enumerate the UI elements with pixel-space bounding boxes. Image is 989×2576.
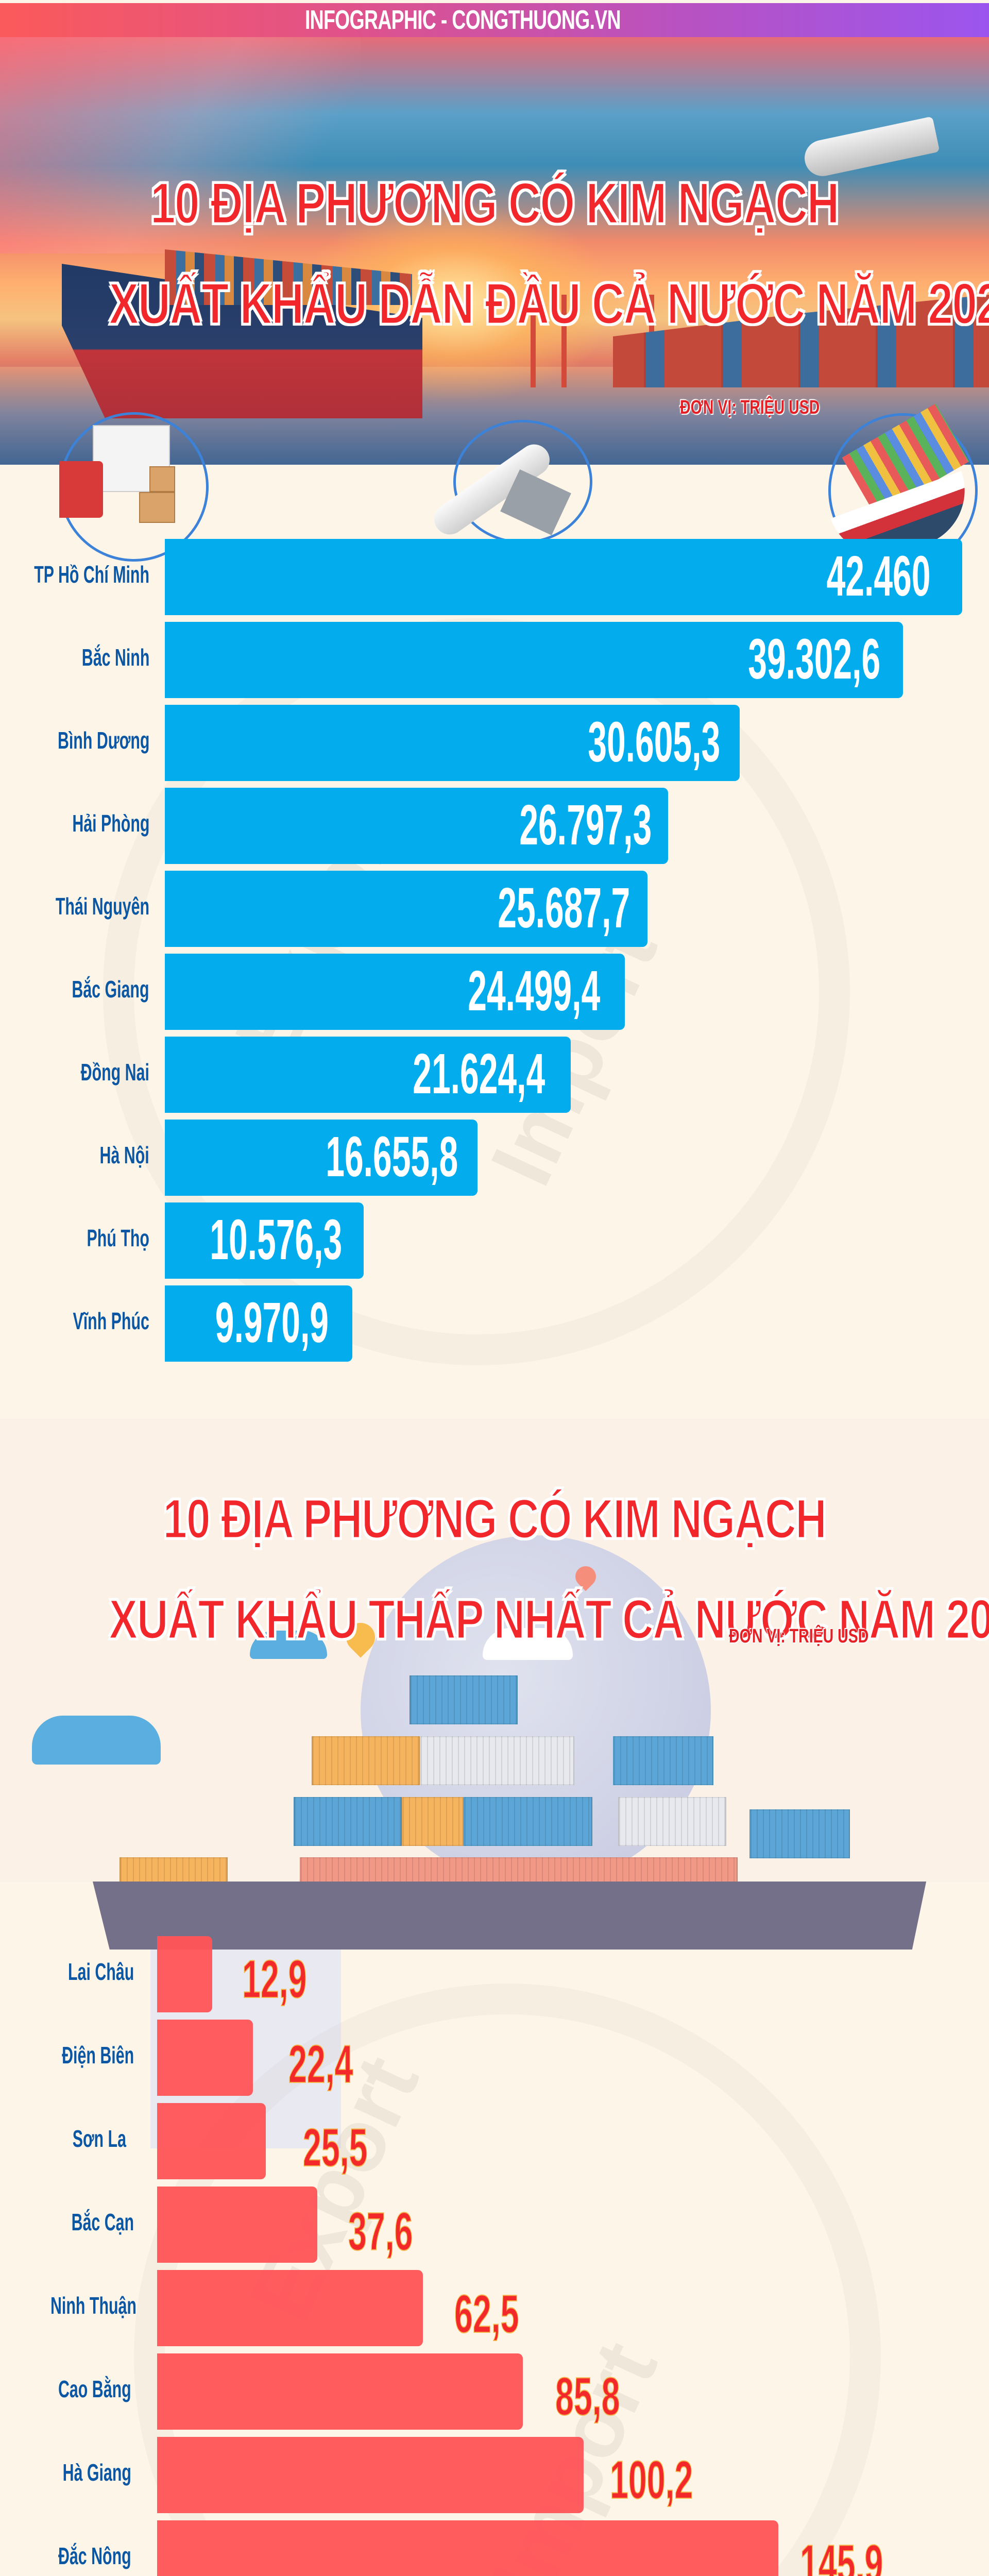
bar-value: 9.970,9: [215, 1291, 329, 1354]
bar-thai-nguyen: 25.687,7: [165, 871, 647, 947]
bar-value: 25,5: [302, 2118, 368, 2178]
bar-bac-ninh: 39.302,6: [165, 622, 903, 698]
bar-dac-nong: [157, 2520, 778, 2576]
bar-dong-nai: 21.624,4: [165, 1037, 571, 1113]
container: [312, 1736, 420, 1785]
bar-value: 30.605,3: [588, 710, 720, 774]
bar-label: Ninh Thuận: [50, 2292, 137, 2319]
bar-label: Hà Giang: [62, 2459, 131, 2486]
bar-label: Điện Biên: [61, 2042, 134, 2069]
container: [464, 1797, 592, 1846]
bottom-unit-label: ĐƠN VỊ: TRIỆU USD: [729, 1625, 869, 1647]
bar-phu-tho: 10.576,3: [165, 1202, 364, 1279]
cloud-decoration: [32, 1716, 161, 1765]
bar-value: 145,9: [799, 2534, 883, 2576]
header-band: INFOGRAPHIC - CONGTHUONG.VN: [0, 3, 989, 37]
bar-label: Bắc Cạn: [71, 2209, 134, 2235]
bar-label: TP Hồ Chí Minh: [34, 561, 149, 588]
hero-banner: [0, 37, 989, 465]
bar-label: Sơn La: [72, 2125, 126, 2152]
bar-value: 16.655,8: [326, 1125, 458, 1189]
bar-value: 37,6: [348, 2202, 413, 2262]
bar-value: 85,8: [555, 2367, 620, 2427]
bar-value: 25.687,7: [498, 876, 630, 940]
header-band-text: INFOGRAPHIC - CONGTHUONG.VN: [305, 5, 621, 35]
bar-value: 12,9: [242, 1950, 307, 2009]
bar-value: 42.460: [826, 545, 930, 608]
bar-value: 62,5: [454, 2284, 519, 2344]
container: [420, 1736, 574, 1785]
truck-icon: [59, 412, 209, 562]
bar-label: Hải Phòng: [72, 810, 149, 837]
bar-vinh-phuc: 9.970,9: [165, 1285, 352, 1362]
bar-label: Bình Dương: [57, 727, 149, 754]
bar-label: Bắc Ninh: [81, 644, 149, 671]
bar-label: Đắc Nông: [58, 2543, 131, 2569]
bar-value: 22,4: [288, 2035, 353, 2094]
cloud-decoration: [483, 1628, 573, 1660]
bar-hcm: 42.460: [165, 539, 962, 615]
bar-value: 10.576,3: [210, 1208, 342, 1272]
bar-label: Lai Châu: [67, 1958, 134, 1985]
bar-dien-bien: [157, 2020, 253, 2096]
bar-label: Cao Bằng: [58, 2376, 131, 2402]
bar-value: 100,2: [609, 2450, 693, 2510]
bar-value: 21.624,4: [413, 1042, 545, 1106]
bar-ha-giang: [157, 2437, 584, 2513]
crane-decoration: [561, 295, 567, 387]
ship-hull: [93, 1882, 937, 1950]
bottom-title-line2: XUẤT KHẨU THẤP NHẤT CẢ NƯỚC NĂM 2023: [108, 1587, 989, 1651]
cloud-decoration: [250, 1631, 327, 1659]
bar-lai-chau: [157, 1936, 212, 2012]
bar-hai-phong: 26.797,3: [165, 788, 668, 864]
sky-decoration: [0, 37, 361, 253]
bar-binh-duong: 30.605,3: [165, 705, 740, 781]
bar-bac-giang: 24.499,4: [165, 954, 625, 1030]
bar-value: 26.797,3: [519, 793, 652, 857]
bar-label: Hà Nội: [99, 1142, 149, 1168]
container: [613, 1736, 713, 1785]
top-title-line1: 10 ĐỊA PHƯƠNG CÓ KIM NGẠCH: [150, 171, 840, 236]
bar-cao-bang: [157, 2353, 523, 2430]
bar-label: Vĩnh Phúc: [73, 1308, 149, 1334]
bar-ninh-thuan: [157, 2270, 423, 2346]
container: [749, 1809, 850, 1858]
container: [402, 1797, 464, 1846]
top-unit-label: ĐƠN VỊ: TRIỆU USD: [680, 397, 820, 418]
container: [294, 1797, 402, 1846]
container: [410, 1675, 518, 1724]
container: [618, 1797, 726, 1846]
crane-decoration: [531, 295, 536, 387]
bottom-title-line1: 10 ĐỊA PHƯƠNG CÓ KIM NGẠCH: [162, 1487, 827, 1551]
bar-value: 39.302,6: [748, 628, 880, 691]
bar-label: Phú Thọ: [87, 1225, 149, 1251]
bar-label: Bắc Giang: [72, 976, 149, 1003]
top-title-line2: XUẤT KHẨU DẪN ĐẦU CẢ NƯỚC NĂM 2023: [108, 271, 989, 337]
bar-value: 24.499,4: [468, 959, 600, 1023]
bar-ha-noi: 16.655,8: [165, 1120, 478, 1196]
bar-label: Đồng Nai: [80, 1059, 149, 1086]
bar-label: Thái Nguyên: [55, 893, 149, 920]
airplane-icon: [428, 420, 592, 544]
bar-son-la: [157, 2103, 266, 2179]
bar-bac-can: [157, 2187, 317, 2263]
